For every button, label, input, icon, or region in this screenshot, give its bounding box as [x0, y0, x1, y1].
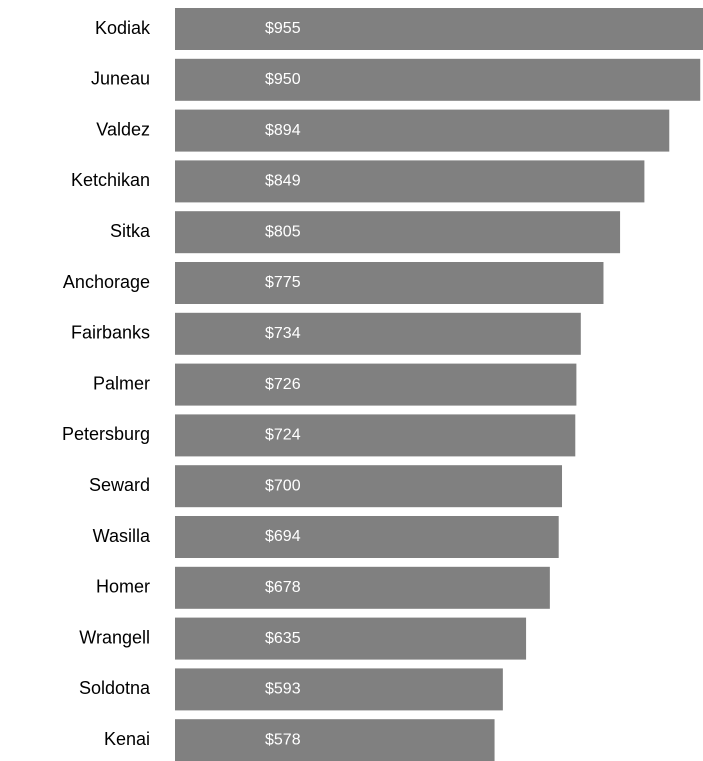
value-label: $775: [265, 274, 301, 291]
category-label: Valdez: [96, 119, 150, 139]
value-label: $700: [265, 477, 301, 494]
category-label: Kodiak: [95, 18, 151, 38]
value-label: $734: [265, 325, 301, 342]
value-label: $694: [265, 528, 301, 545]
category-label: Homer: [96, 577, 150, 597]
category-label: Ketchikan: [71, 170, 150, 190]
category-label: Anchorage: [63, 272, 150, 292]
bar: [175, 211, 621, 254]
category-label: Fairbanks: [71, 323, 150, 343]
category-label: Wasilla: [93, 526, 151, 546]
category-label: Petersburg: [62, 424, 150, 444]
value-label: $955: [265, 20, 301, 37]
bar: [175, 668, 503, 711]
bar: [175, 109, 670, 152]
bar: [175, 312, 581, 355]
value-label: $593: [265, 681, 301, 698]
bar: [175, 58, 701, 101]
category-label: Soldotna: [79, 678, 151, 698]
value-label: $635: [265, 630, 301, 647]
value-label: $578: [265, 731, 301, 748]
bar: [175, 566, 550, 609]
category-label: Sitka: [110, 221, 151, 241]
value-label: $894: [265, 122, 301, 139]
category-label: Palmer: [93, 373, 150, 393]
value-label: $724: [265, 427, 301, 444]
bar: [175, 363, 577, 406]
category-label: Wrangell: [79, 627, 150, 647]
value-label: $849: [265, 173, 301, 190]
bar: [175, 617, 527, 660]
bar: [175, 414, 576, 457]
category-label: Juneau: [91, 69, 150, 89]
value-label: $805: [265, 223, 301, 240]
value-label: $678: [265, 579, 301, 596]
bar: [175, 8, 703, 50]
bar: [175, 262, 604, 304]
category-label: Seward: [89, 475, 150, 495]
bar: [175, 719, 495, 761]
value-label: $950: [265, 71, 301, 88]
bar: [175, 516, 559, 558]
bar: [175, 160, 645, 203]
bar: [175, 465, 563, 508]
value-label: $726: [265, 376, 301, 393]
category-label: Kenai: [104, 729, 150, 749]
